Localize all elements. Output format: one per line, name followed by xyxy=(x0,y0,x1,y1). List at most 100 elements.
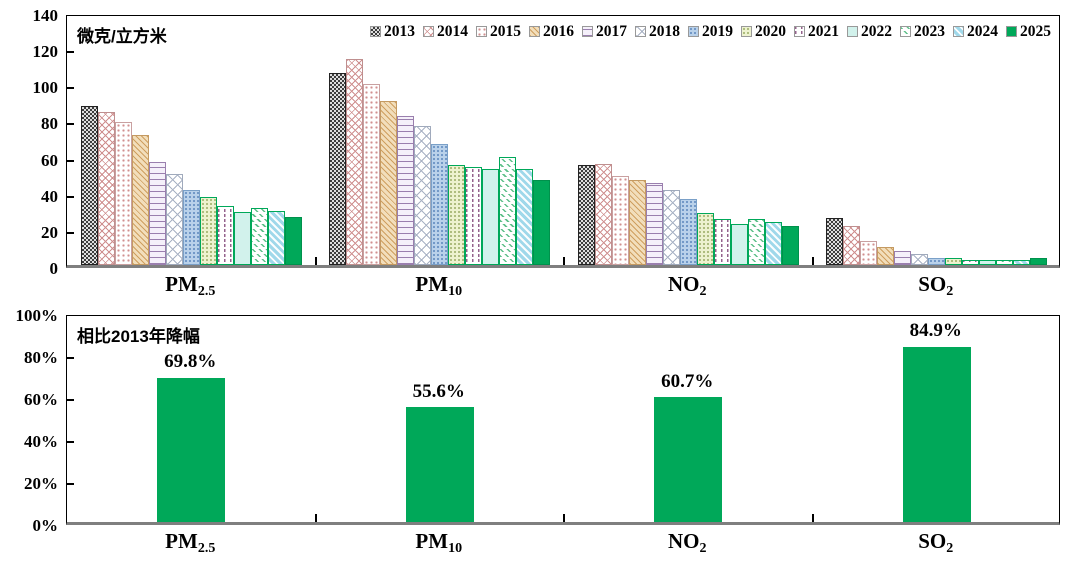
bar-2016-NO2 xyxy=(628,179,646,265)
bar-2022-PM2.5 xyxy=(233,211,251,265)
legend-item: 2013 xyxy=(370,24,415,40)
bar-2021-SO2 xyxy=(962,259,980,265)
legend-swatch-2014 xyxy=(423,26,434,38)
reduction-plot-area: 相比2013年降幅 xyxy=(66,315,1060,525)
bar-2025-PM10 xyxy=(533,179,551,265)
y-axis-tick-label: 60% xyxy=(24,390,58,409)
legend: 2013 2014 2015 2016 2017 2018 2019 2020 2021 2022… xyxy=(370,24,1051,40)
legend-item: 2023 xyxy=(900,24,945,40)
x-axis-tick-mark xyxy=(314,257,317,265)
category-label-base: PM xyxy=(415,272,449,296)
y-axis-tick-mark xyxy=(67,357,74,359)
bar-2020-PM10 xyxy=(448,165,466,265)
legend-item: 2022 xyxy=(847,24,892,40)
concentration-plot-area: 微克/立方米 2013 2014 2015 2016 2017 2018 2019 2020 2… xyxy=(66,15,1060,268)
bar-2017-NO2 xyxy=(645,183,663,265)
legend-swatch-2016 xyxy=(529,26,540,38)
category-label-base: NO xyxy=(668,272,700,296)
bar-2022-NO2 xyxy=(730,224,748,265)
reduction-bar-PM10 xyxy=(405,407,474,522)
category-label-subscript: 2 xyxy=(699,541,707,556)
category-label-base: PM xyxy=(165,529,198,553)
reduction-value-PM2.5: 69.8% xyxy=(164,351,217,373)
bar-2017-SO2 xyxy=(894,250,912,265)
category-label-base: PM xyxy=(165,272,198,296)
legend-swatch-2017 xyxy=(582,26,593,38)
legend-item: 2019 xyxy=(688,24,733,40)
bar-2014-NO2 xyxy=(594,164,612,265)
legend-year-label: 2021 xyxy=(808,23,839,40)
legend-year-label: 2014 xyxy=(437,23,468,40)
category-label-PM2.5: PM2.5 xyxy=(165,529,215,557)
bar-2020-PM2.5 xyxy=(199,197,217,265)
legend-year-label: 2022 xyxy=(861,23,892,40)
bar-2024-PM10 xyxy=(516,168,534,265)
category-label-NO2: NO2 xyxy=(668,529,707,557)
bar-2019-PM2.5 xyxy=(182,190,200,265)
reduction-value-PM10: 55.6% xyxy=(412,381,465,403)
bar-2024-SO2 xyxy=(1013,259,1031,265)
category-label-base: PM xyxy=(415,529,449,553)
y-axis-tick-mark xyxy=(67,231,74,234)
x-axis-tick-mark xyxy=(563,257,565,265)
y-axis-tick-label: 20 xyxy=(41,222,58,242)
bar-2018-SO2 xyxy=(911,254,929,265)
bar-2013-PM10 xyxy=(329,72,347,265)
legend-swatch-2021 xyxy=(794,26,805,38)
reduction-bar-SO2 xyxy=(902,347,971,522)
y-axis-tick-mark xyxy=(67,51,74,54)
y-axis-tick-mark xyxy=(67,399,74,401)
category-label-base: NO xyxy=(668,529,700,553)
bar-2015-PM10 xyxy=(363,84,381,265)
y-axis-tick-mark xyxy=(67,87,74,90)
legend-year-label: 2023 xyxy=(914,23,945,40)
legend-year-label: 2016 xyxy=(543,23,574,40)
reduction-label: 相比2013年降幅 xyxy=(77,327,200,346)
x-axis-tick-mark xyxy=(811,514,814,522)
legend-year-label: 2017 xyxy=(596,23,627,40)
category-label-subscript: 10 xyxy=(448,284,463,299)
legend-swatch-2018 xyxy=(635,26,646,38)
y-axis-tick-mark xyxy=(67,195,74,198)
y-axis-tick-label: 120 xyxy=(32,42,59,62)
y-axis-tick-label: 100% xyxy=(15,306,59,325)
bar-2013-NO2 xyxy=(577,165,595,265)
bar-2017-PM2.5 xyxy=(148,161,166,265)
unit-label: 微克/立方米 xyxy=(77,27,167,46)
legend-swatch-2013 xyxy=(370,26,381,38)
legend-year-label: 2019 xyxy=(702,23,733,40)
category-label-PM10: PM10 xyxy=(415,272,462,300)
bar-2016-PM2.5 xyxy=(131,135,149,265)
category-label-subscript: 2.5 xyxy=(197,541,216,556)
bar-2021-NO2 xyxy=(713,218,731,265)
category-label-subscript: 2.5 xyxy=(197,284,216,299)
legend-swatch-2023 xyxy=(900,26,911,38)
category-label-PM2.5: PM2.5 xyxy=(165,272,215,300)
legend-year-label: 2013 xyxy=(384,23,415,40)
bar-2023-PM10 xyxy=(499,156,517,265)
y-axis-tick-label: 0 xyxy=(49,259,59,278)
bar-2019-NO2 xyxy=(679,199,697,265)
bar-2016-PM10 xyxy=(380,101,398,265)
bar-2023-PM2.5 xyxy=(250,208,268,265)
legend-item: 2018 xyxy=(635,24,680,40)
y-axis-tick-mark xyxy=(67,159,74,162)
legend-year-label: 2015 xyxy=(490,23,521,40)
bar-group-PM10 xyxy=(316,16,565,265)
legend-item: 2025 xyxy=(1006,24,1051,40)
legend-swatch-2025 xyxy=(1006,26,1017,38)
x-axis-tick-mark xyxy=(314,514,317,522)
category-label-base: SO xyxy=(918,272,947,296)
legend-item: 2016 xyxy=(529,24,574,40)
bar-2015-SO2 xyxy=(860,241,878,265)
bar-2013-SO2 xyxy=(826,217,844,265)
y-axis-tick-label: 40 xyxy=(41,186,58,206)
bar-2025-SO2 xyxy=(1030,257,1048,265)
category-label-NO2: NO2 xyxy=(668,272,707,300)
bar-2014-PM10 xyxy=(346,59,364,265)
x-axis-tick-mark xyxy=(811,257,814,265)
bar-2024-PM2.5 xyxy=(267,210,285,265)
y-axis-tick-label: 20% xyxy=(24,474,58,493)
category-label-SO2: SO2 xyxy=(918,272,953,300)
bar-2021-PM2.5 xyxy=(216,206,234,265)
